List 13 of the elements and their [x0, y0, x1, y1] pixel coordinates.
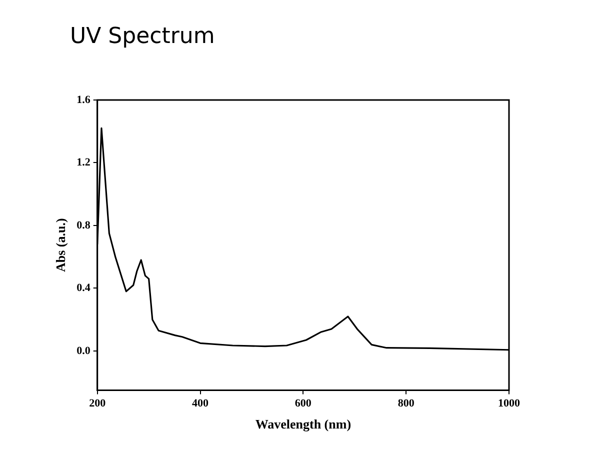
y-tick-label: 1.6	[76, 94, 91, 106]
y-tick-label: 0.0	[76, 344, 91, 357]
y-tick-label: 0.8	[76, 219, 91, 232]
x-tick-label: 800	[398, 398, 415, 410]
y-axis-title: Abs (a.u.)	[53, 218, 68, 272]
chart-title: UV Spectrum	[70, 24, 215, 49]
x-tick-label: 400	[192, 398, 210, 410]
x-tick-label: 1000	[498, 398, 520, 410]
x-tick-label: 600	[294, 398, 312, 410]
x-tick-label: 200	[89, 398, 106, 410]
x-axis-title: Wavelength (nm)	[255, 416, 352, 432]
y-tick-label: 0.4	[76, 282, 91, 294]
y-tick-label: 1.2	[76, 156, 91, 169]
